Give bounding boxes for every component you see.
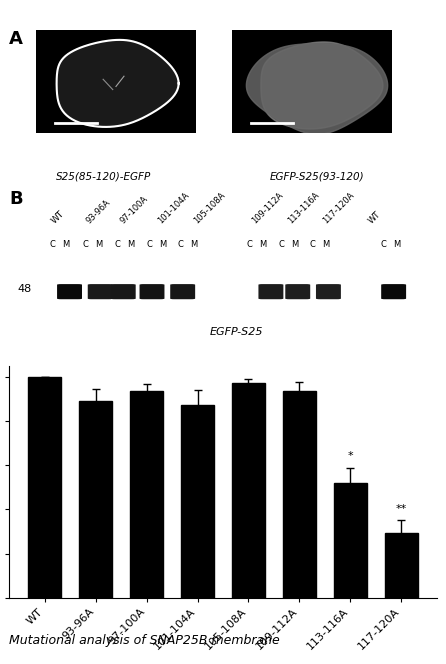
Text: 48: 48 — [17, 284, 31, 294]
Text: C: C — [50, 240, 56, 249]
FancyBboxPatch shape — [111, 284, 136, 299]
Polygon shape — [261, 42, 383, 129]
Bar — [181, 404, 214, 598]
Polygon shape — [57, 40, 179, 127]
Text: 93-96A: 93-96A — [84, 198, 112, 226]
Polygon shape — [246, 44, 388, 134]
Text: 117-120A: 117-120A — [322, 191, 356, 226]
Bar — [79, 401, 112, 598]
Text: *: * — [347, 451, 353, 461]
Text: M: M — [190, 240, 198, 249]
Text: WT: WT — [367, 210, 383, 226]
Text: 105-108A: 105-108A — [192, 191, 227, 226]
Bar — [334, 483, 367, 598]
FancyBboxPatch shape — [57, 284, 82, 299]
Text: C: C — [83, 240, 89, 249]
FancyBboxPatch shape — [88, 284, 113, 299]
Text: 97-100A: 97-100A — [118, 195, 149, 226]
Text: M: M — [95, 240, 103, 249]
Text: M: M — [393, 240, 401, 249]
Text: B: B — [9, 190, 23, 208]
Text: WT: WT — [50, 209, 66, 226]
FancyBboxPatch shape — [258, 284, 283, 299]
Text: M: M — [260, 240, 267, 249]
FancyBboxPatch shape — [285, 284, 310, 299]
Text: C: C — [309, 240, 315, 249]
Text: M: M — [127, 240, 134, 249]
FancyBboxPatch shape — [140, 284, 165, 299]
Text: C: C — [178, 240, 184, 249]
Text: A: A — [9, 31, 23, 48]
Text: C: C — [380, 240, 387, 249]
Text: **: ** — [396, 504, 407, 514]
Text: C: C — [278, 240, 284, 249]
Text: 113-116A: 113-116A — [286, 191, 321, 226]
FancyBboxPatch shape — [381, 284, 406, 299]
Text: C: C — [114, 240, 120, 249]
Text: C: C — [247, 240, 253, 249]
Text: C: C — [146, 240, 152, 249]
FancyBboxPatch shape — [316, 284, 341, 299]
Bar — [29, 377, 62, 598]
Text: 109-112A: 109-112A — [250, 191, 285, 226]
Bar — [384, 533, 417, 598]
Text: M: M — [291, 240, 298, 249]
Bar — [283, 392, 316, 598]
Text: 101-104A: 101-104A — [157, 191, 191, 226]
Text: M: M — [322, 240, 329, 249]
FancyBboxPatch shape — [170, 284, 195, 299]
Text: Mutational analysis of SNAP25B membrane: Mutational analysis of SNAP25B membrane — [9, 634, 280, 647]
Bar — [130, 392, 163, 598]
Text: M: M — [62, 240, 70, 249]
Text: EGFP-S25: EGFP-S25 — [210, 327, 263, 337]
Text: EGFP-S25(93-120): EGFP-S25(93-120) — [270, 172, 364, 182]
Bar — [232, 382, 265, 598]
Text: M: M — [159, 240, 166, 249]
Text: S25(85-120)-EGFP: S25(85-120)-EGFP — [55, 172, 151, 182]
